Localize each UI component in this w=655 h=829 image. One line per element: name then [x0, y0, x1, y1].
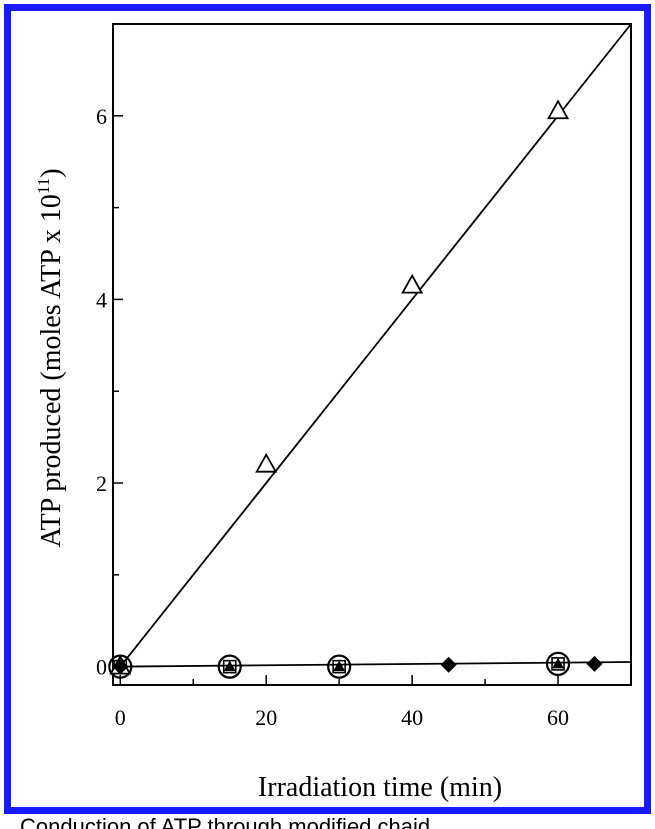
caption-fragment: Conduction of ATP through modified chaid: [0, 818, 655, 829]
y-axis-title-superscript: 11: [34, 178, 53, 194]
data-markers: [108, 99, 603, 679]
x-tick-label: 0: [115, 705, 126, 730]
x-axis-title: Irradiation time (min): [258, 772, 502, 803]
fit-lines: [119, 23, 632, 668]
triangle-filled-marker: [552, 657, 565, 669]
x-tick-label: 20: [255, 705, 277, 730]
diamond-filled-marker: [586, 655, 603, 672]
circle-open-marker: [327, 654, 352, 679]
triangle-open-marker: [255, 452, 278, 473]
y-axis-title: ATP produced (moles ATP x 1011): [34, 168, 67, 547]
plot-border: [112, 23, 632, 686]
fit-line: [119, 23, 632, 668]
fit-line: [120, 661, 632, 668]
y-tick-label: 4: [96, 287, 107, 312]
circle-open-marker: [545, 651, 571, 676]
triangle-open-marker: [401, 273, 424, 294]
x-tick-label: 60: [547, 705, 569, 730]
y-axis-title-prefix: ATP produced (moles ATP x 10: [36, 194, 67, 547]
y-tick-label: 6: [96, 104, 107, 129]
x-tick-label: 40: [401, 705, 423, 730]
y-tick-label: 0: [96, 655, 107, 680]
circle-open-marker: [217, 654, 242, 679]
y-tick-label: 2: [96, 471, 107, 496]
tick-labels: 0 20 40 60 0 2 4 6: [96, 104, 569, 730]
y-axis-title-suffix: ): [36, 168, 67, 177]
diamond-filled-marker: [440, 656, 457, 673]
triangle-filled-marker: [223, 660, 236, 672]
triangle-filled-marker: [333, 660, 346, 672]
triangle-open-marker: [547, 99, 570, 120]
figure-frame: [4, 4, 651, 814]
axis-ticks: [113, 115, 559, 685]
plot-area: [112, 23, 632, 686]
